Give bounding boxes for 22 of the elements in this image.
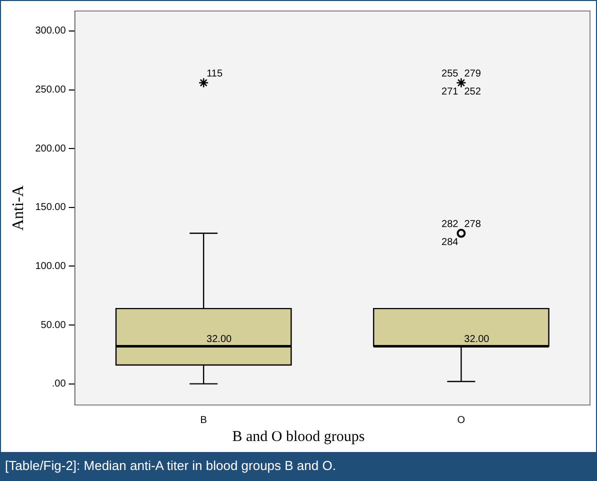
annotation: 279 (464, 68, 482, 80)
y-tick-label: 200.00 (35, 143, 66, 154)
y-tick-label: 150.00 (35, 202, 66, 214)
annotation: 32.00 (464, 334, 490, 345)
annotation: 271 (442, 86, 459, 98)
y-tick-label: .00 (52, 378, 66, 390)
annotation: 255 (442, 68, 459, 80)
y-tick-label: 300.00 (35, 26, 66, 37)
y-tick-label: 100.00 (35, 260, 66, 272)
text: [Table/Fig-2]: Median anti-A titer in blood groups B and O. (1, 452, 596, 480)
annotation: 252 (464, 86, 482, 98)
annotation: 284 (442, 237, 459, 248)
x-tick-label: B (200, 414, 208, 426)
annotation: 32.00 (206, 334, 232, 345)
y-tick-label: 250.00 (35, 84, 66, 96)
annotation: 282 (442, 219, 459, 230)
x-axis-title: B and O blood groups (231, 429, 366, 446)
y-tick-label: 50.00 (40, 320, 66, 331)
annotation: 278 (464, 219, 482, 230)
annotation: 115 (206, 68, 223, 80)
y-axis-title: Anti-A (10, 184, 27, 231)
x-tick-label: O (457, 414, 466, 426)
